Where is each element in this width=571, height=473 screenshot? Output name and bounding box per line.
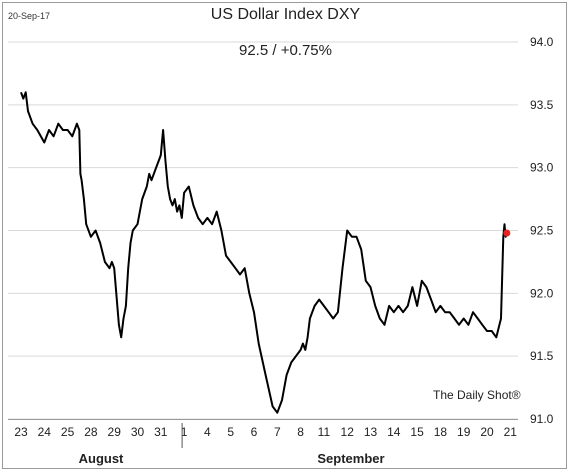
x-tick-label: 28 — [84, 425, 98, 439]
x-tick-label: 19 — [457, 425, 471, 439]
date-stamp: 20-Sep-17 — [8, 11, 51, 21]
watermark-label: The Daily Shot® — [433, 388, 521, 402]
x-tick-label: 15 — [410, 425, 424, 439]
x-tick-label: 21 — [504, 425, 518, 439]
x-tick-label: 6 — [251, 425, 258, 439]
x-tick-label: 18 — [434, 425, 448, 439]
x-tick-label: 7 — [274, 425, 281, 439]
y-tick-label: 92.0 — [530, 286, 554, 300]
x-tick-label: 29 — [108, 425, 122, 439]
y-tick-label: 92.5 — [530, 224, 554, 238]
y-tick-label: 93.0 — [530, 161, 554, 175]
x-tick-label: 23 — [14, 425, 28, 439]
chart-subtitle: 92.5 / +0.75% — [239, 42, 332, 59]
x-tick-label: 5 — [227, 425, 234, 439]
x-tick-label: 14 — [387, 425, 401, 439]
x-tick-label: 30 — [131, 425, 145, 439]
x-tick-label: 20 — [480, 425, 494, 439]
x-tick-label: 31 — [154, 425, 168, 439]
y-tick-label: 91.0 — [530, 412, 554, 426]
y-tick-label: 91.5 — [530, 349, 554, 363]
month-label-september: September — [317, 451, 384, 466]
last-value-marker — [503, 229, 511, 237]
x-tick-label: 13 — [364, 425, 378, 439]
x-tick-label: 12 — [341, 425, 355, 439]
x-tick-label: 1 — [181, 425, 188, 439]
y-tick-label: 94.0 — [530, 35, 554, 49]
month-label-august: August — [79, 451, 124, 466]
x-tick-label: 25 — [61, 425, 75, 439]
series-line — [20, 91, 508, 414]
x-tick-label: 8 — [297, 425, 304, 439]
y-tick-label: 93.5 — [530, 98, 554, 112]
x-tick-label: 4 — [204, 425, 211, 439]
x-tick-label: 24 — [38, 425, 52, 439]
x-tick-label: 11 — [318, 425, 331, 439]
chart-title: US Dollar Index DXY — [210, 6, 361, 23]
